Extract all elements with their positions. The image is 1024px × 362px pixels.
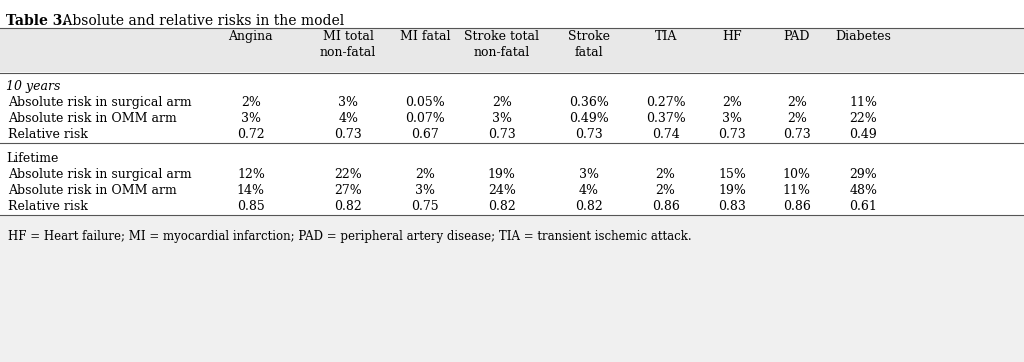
Text: 0.74: 0.74 <box>651 128 680 141</box>
Text: 3%: 3% <box>338 96 358 109</box>
Text: 11%: 11% <box>782 184 811 197</box>
Text: Stroke
fatal: Stroke fatal <box>567 30 610 59</box>
Text: 3%: 3% <box>579 168 599 181</box>
Text: 10%: 10% <box>782 168 811 181</box>
Text: HF: HF <box>722 30 742 43</box>
Text: 0.75: 0.75 <box>412 200 438 213</box>
Text: 3%: 3% <box>722 112 742 125</box>
Text: 24%: 24% <box>487 184 516 197</box>
Text: Absolute risk in surgical arm: Absolute risk in surgical arm <box>8 168 191 181</box>
Text: 0.72: 0.72 <box>238 128 264 141</box>
Text: 3%: 3% <box>241 112 261 125</box>
Text: 0.73: 0.73 <box>334 128 362 141</box>
Bar <box>0 28 1024 72</box>
Text: 0.27%: 0.27% <box>646 96 685 109</box>
Text: 0.86: 0.86 <box>782 200 811 213</box>
Text: 2%: 2% <box>655 168 676 181</box>
Text: Diabetes: Diabetes <box>836 30 891 43</box>
Text: 2%: 2% <box>241 96 261 109</box>
Text: TIA: TIA <box>654 30 677 43</box>
Text: 0.86: 0.86 <box>651 200 680 213</box>
Text: Absolute risk in surgical arm: Absolute risk in surgical arm <box>8 96 191 109</box>
Text: 12%: 12% <box>237 168 265 181</box>
Text: 0.82: 0.82 <box>574 200 603 213</box>
Text: Relative risk: Relative risk <box>8 128 88 141</box>
Text: 0.05%: 0.05% <box>406 96 444 109</box>
Text: 2%: 2% <box>655 184 676 197</box>
Text: 19%: 19% <box>718 184 746 197</box>
Text: 2%: 2% <box>786 112 807 125</box>
Bar <box>0 215 1024 362</box>
Text: 0.83: 0.83 <box>718 200 746 213</box>
Text: Angina: Angina <box>228 30 273 43</box>
Text: 0.85: 0.85 <box>237 200 265 213</box>
Text: 19%: 19% <box>487 168 516 181</box>
Text: 0.67: 0.67 <box>411 128 439 141</box>
Text: 2%: 2% <box>722 96 742 109</box>
Text: 2%: 2% <box>492 96 512 109</box>
Text: Relative risk: Relative risk <box>8 200 88 213</box>
Text: Absolute risk in OMM arm: Absolute risk in OMM arm <box>8 184 177 197</box>
Text: 2%: 2% <box>415 168 435 181</box>
Text: 3%: 3% <box>415 184 435 197</box>
Text: 0.36%: 0.36% <box>569 96 608 109</box>
Text: Stroke total
non-fatal: Stroke total non-fatal <box>464 30 540 59</box>
Text: 0.82: 0.82 <box>487 200 516 213</box>
Text: Table 3.: Table 3. <box>6 14 68 28</box>
Text: 4%: 4% <box>579 184 599 197</box>
Text: 0.82: 0.82 <box>334 200 362 213</box>
Text: 3%: 3% <box>492 112 512 125</box>
Text: 48%: 48% <box>849 184 878 197</box>
Text: 0.73: 0.73 <box>574 128 603 141</box>
Text: 0.37%: 0.37% <box>646 112 685 125</box>
Text: MI fatal: MI fatal <box>399 30 451 43</box>
Text: 0.73: 0.73 <box>487 128 516 141</box>
Text: 0.49%: 0.49% <box>569 112 608 125</box>
Text: 0.73: 0.73 <box>782 128 811 141</box>
Text: 14%: 14% <box>237 184 265 197</box>
Text: 27%: 27% <box>334 184 362 197</box>
Text: 0.73: 0.73 <box>718 128 746 141</box>
Text: 2%: 2% <box>786 96 807 109</box>
Text: PAD: PAD <box>783 30 810 43</box>
Text: 4%: 4% <box>338 112 358 125</box>
Text: 22%: 22% <box>849 112 878 125</box>
Text: MI total
non-fatal: MI total non-fatal <box>321 30 376 59</box>
Text: HF = Heart failure; MI = myocardial infarction; PAD = peripheral artery disease;: HF = Heart failure; MI = myocardial infa… <box>8 230 691 243</box>
Text: 15%: 15% <box>718 168 746 181</box>
Text: Absolute and relative risks in the model: Absolute and relative risks in the model <box>58 14 344 28</box>
Text: 11%: 11% <box>849 96 878 109</box>
Text: 22%: 22% <box>334 168 362 181</box>
Text: 0.61: 0.61 <box>849 200 878 213</box>
Text: 29%: 29% <box>849 168 878 181</box>
Text: 0.49: 0.49 <box>849 128 878 141</box>
Text: Absolute risk in OMM arm: Absolute risk in OMM arm <box>8 112 177 125</box>
Text: Lifetime: Lifetime <box>6 152 58 165</box>
Text: 10 years: 10 years <box>6 80 60 93</box>
Text: 0.07%: 0.07% <box>406 112 444 125</box>
